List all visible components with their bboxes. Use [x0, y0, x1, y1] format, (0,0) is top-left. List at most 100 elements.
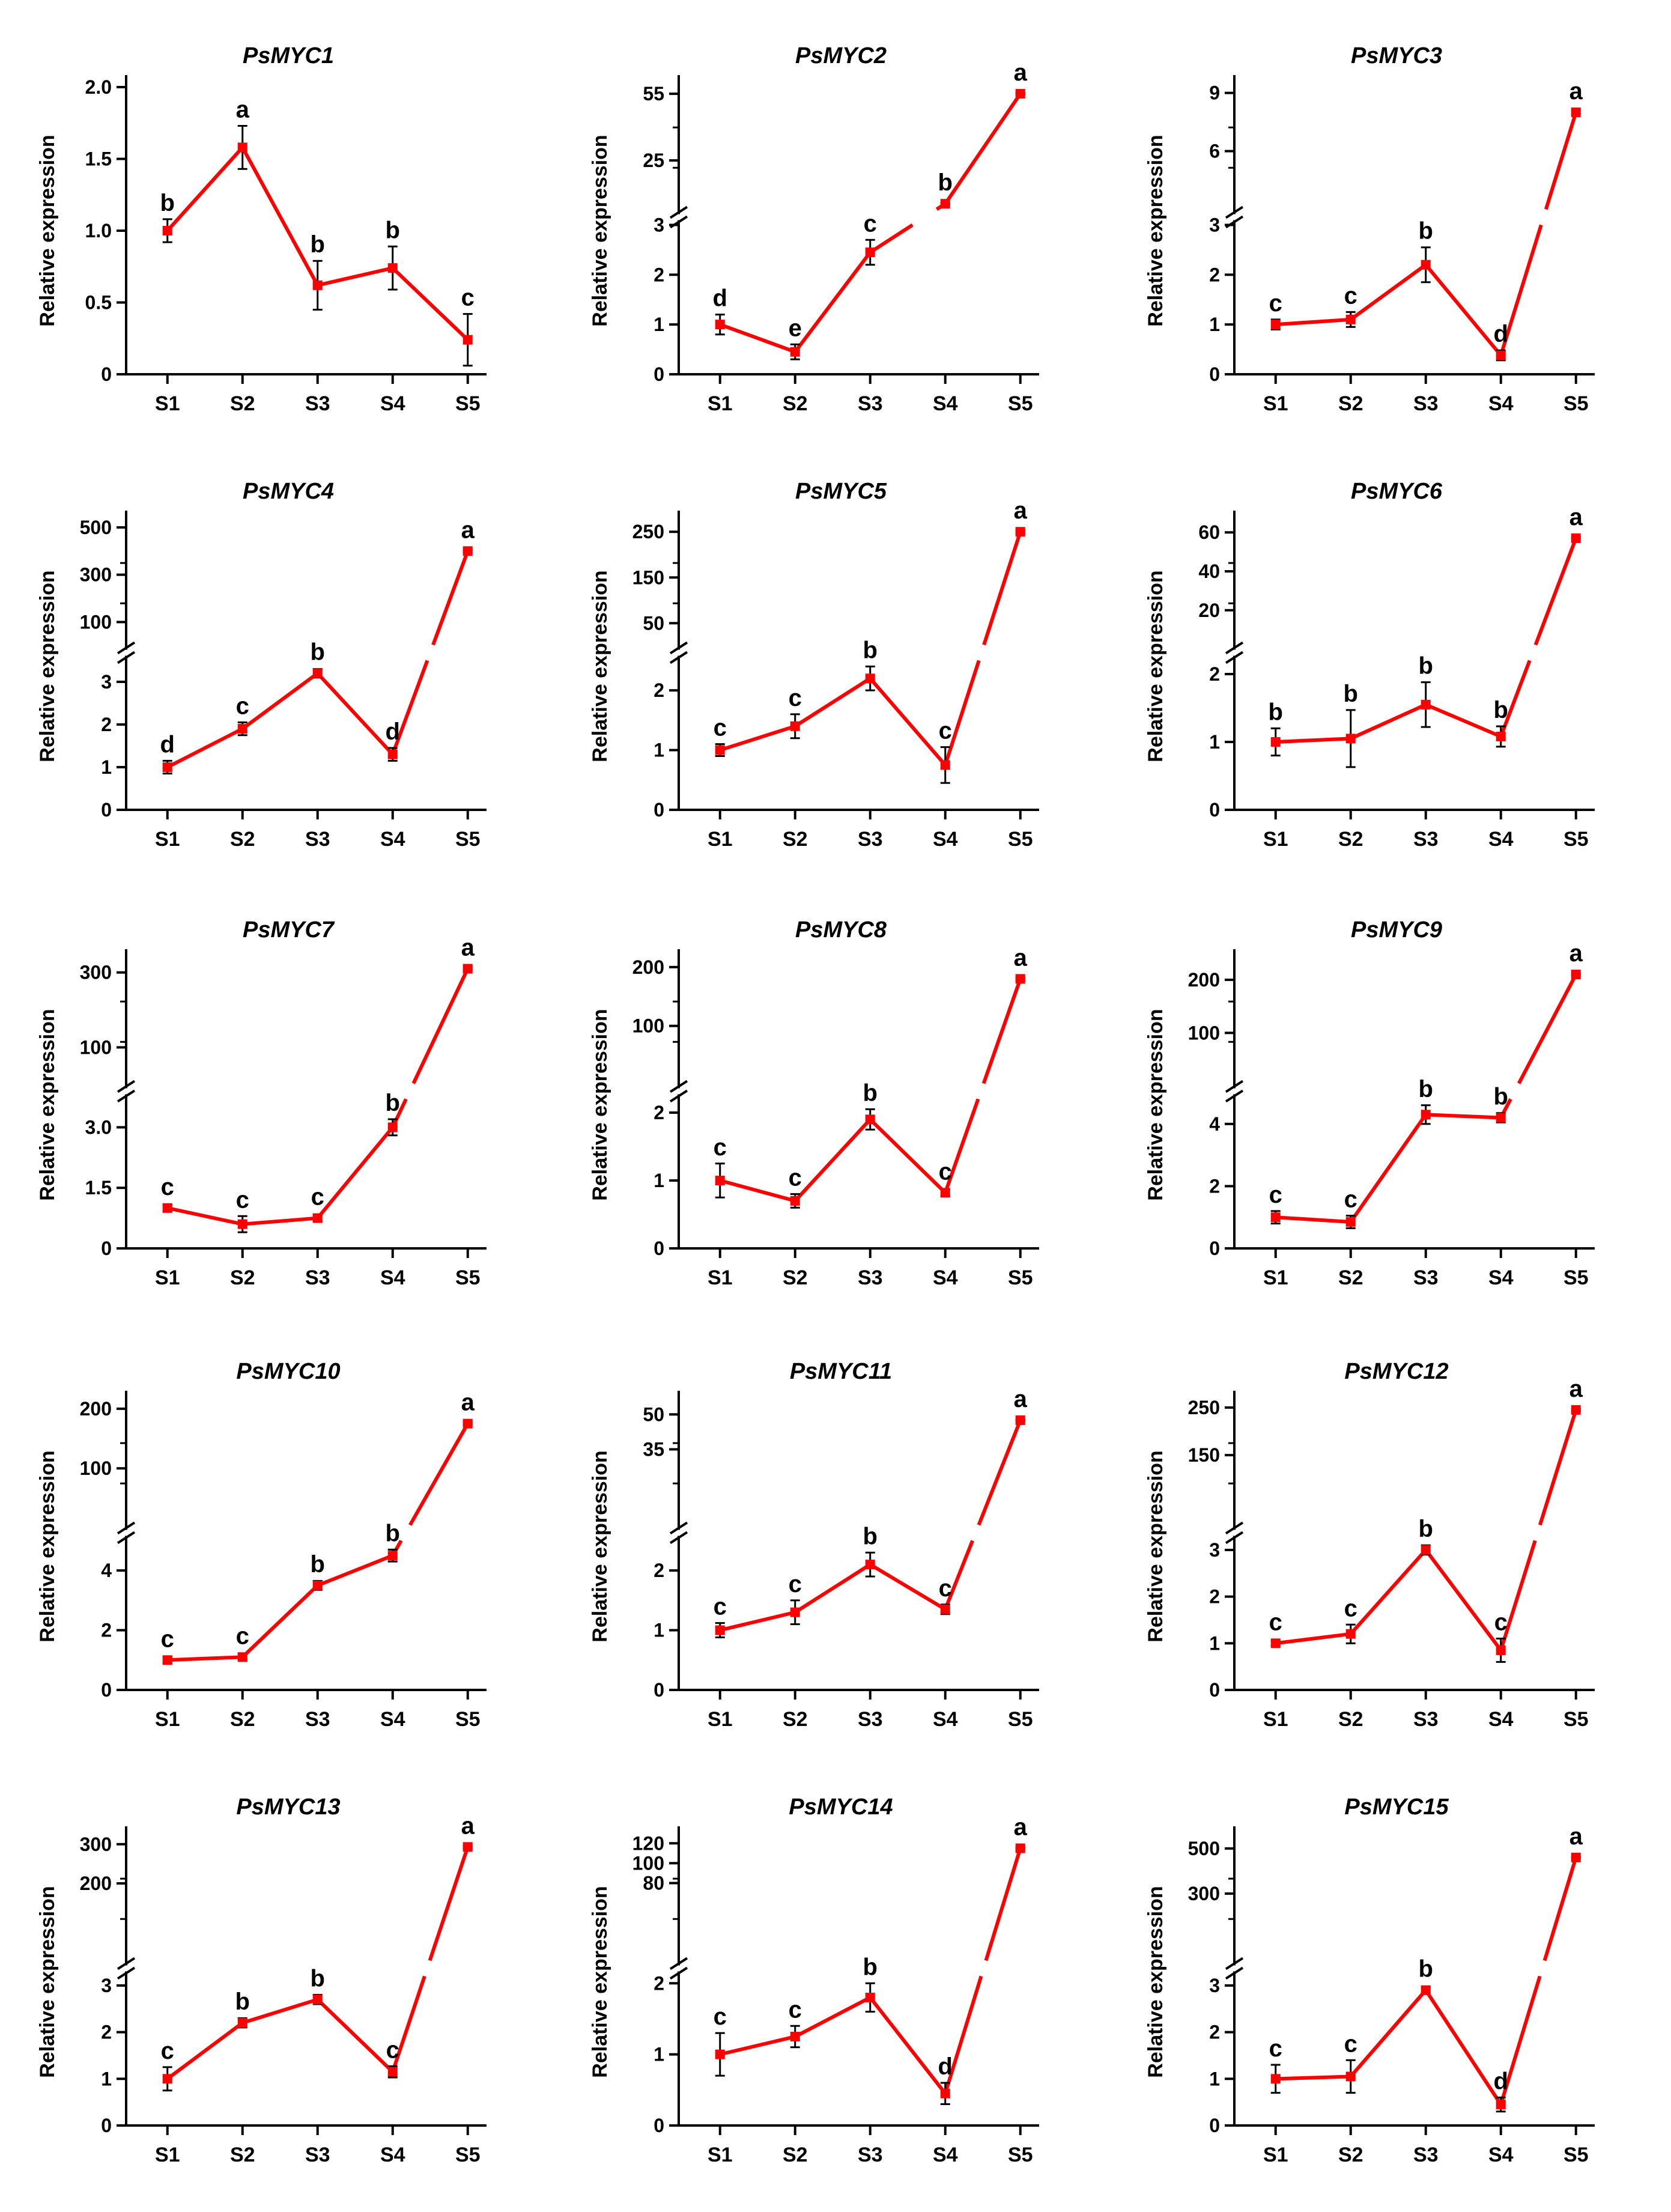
series-line-segment — [431, 550, 470, 646]
significance-letter: a — [1014, 59, 1028, 86]
series-line-segment — [428, 1846, 470, 1961]
x-tick-label: S3 — [305, 828, 330, 851]
data-point — [1421, 1110, 1431, 1120]
y-tick-label: 1 — [654, 1620, 664, 1641]
data-point — [1270, 1638, 1281, 1648]
y-axis-label: Relative expression — [36, 135, 59, 326]
axis-break-mark — [1225, 1957, 1244, 1970]
series-line-segment — [1273, 2074, 1353, 2081]
series-line-segment — [1348, 702, 1428, 741]
significance-letter: a — [1569, 1823, 1583, 1850]
data-point — [1571, 1852, 1581, 1862]
x-tick-label: S4 — [933, 1266, 958, 1289]
y-tick-label: 0 — [101, 363, 112, 385]
x-tick-label: S2 — [230, 828, 255, 851]
series-line-segment — [1424, 1988, 1503, 2107]
significance-letter: b — [938, 169, 953, 196]
axis-break-mark — [669, 205, 688, 219]
significance-letter: c — [789, 1165, 802, 1191]
y-tick-label: 2 — [1209, 1586, 1220, 1608]
x-tick-label: S3 — [305, 1708, 330, 1731]
significance-letter: c — [939, 718, 952, 744]
series-line-segment — [943, 1975, 983, 2094]
series-line-segment — [240, 1998, 320, 2025]
data-point — [715, 1176, 725, 1186]
x-tick-label: S3 — [858, 1708, 883, 1731]
data-point — [715, 1625, 725, 1635]
series-line-segment — [984, 1847, 1022, 1961]
x-tick-label: S3 — [858, 1266, 883, 1289]
significance-letter: c — [1269, 1609, 1282, 1635]
data-point — [1270, 2074, 1281, 2084]
series-line-segment — [1533, 537, 1578, 646]
series-line-segment — [793, 1117, 872, 1203]
chart-panel-3: PsMYC3 Relative expression 0 1 2 3 6 9 S1 S2 S3 S4 S… — [1144, 43, 1595, 415]
x-tick-label: S5 — [455, 2144, 481, 2166]
significance-letter: b — [863, 1080, 878, 1106]
significance-letter: c — [789, 685, 802, 711]
significance-letter: a — [1014, 944, 1028, 971]
significance-letter: c — [1344, 1187, 1357, 1213]
x-tick-label: S5 — [1563, 1266, 1589, 1289]
y-tick-label: 1 — [101, 756, 112, 778]
x-tick-label: S4 — [1488, 1708, 1514, 1731]
chart-title: PsMYC13 — [236, 1794, 340, 1820]
y-axis-label: Relative expression — [1144, 1886, 1167, 2077]
series-line-segment — [315, 671, 395, 756]
data-point — [1015, 1415, 1025, 1426]
y-axis-label: Relative expression — [36, 1009, 59, 1200]
x-tick-label: S5 — [1563, 2144, 1589, 2166]
series-line-segment — [1273, 737, 1353, 744]
chart-title: PsMYC10 — [236, 1359, 340, 1384]
y-tick-label: 35 — [643, 1439, 664, 1460]
series-line-segment — [718, 1179, 797, 1203]
y-tick-label: 1 — [654, 1170, 664, 1191]
axis-break-mark — [117, 1966, 136, 1980]
significance-letter: a — [1014, 1386, 1028, 1412]
chart-title: PsMYC8 — [795, 917, 887, 943]
x-tick-label: S5 — [1563, 392, 1589, 415]
series-line-segment — [1348, 263, 1428, 321]
y-tick-label: 3 — [1209, 1975, 1220, 1996]
series-line-segment — [315, 1554, 395, 1588]
data-point — [462, 1842, 473, 1852]
x-tick-label: S1 — [708, 2144, 733, 2166]
axis-break-mark — [117, 1521, 136, 1535]
x-tick-label: S4 — [380, 828, 405, 851]
series-line-segment — [943, 1098, 980, 1194]
series-line-segment — [1424, 1548, 1503, 1652]
series-line-segment — [1499, 224, 1543, 356]
y-tick-label: 4 — [1209, 1113, 1220, 1135]
data-point — [387, 1551, 398, 1561]
significance-letter: a — [1569, 504, 1583, 530]
x-tick-label: S3 — [305, 2144, 330, 2166]
y-axis-label: Relative expression — [1144, 1009, 1167, 1200]
series-line-segment — [868, 676, 947, 767]
series-line-segment — [943, 660, 981, 766]
x-tick-label: S1 — [155, 2144, 180, 2166]
series-line-segment — [868, 1117, 947, 1195]
x-tick-label: S5 — [1563, 828, 1589, 851]
significance-letter: c — [1344, 282, 1357, 309]
data-point — [940, 2088, 950, 2098]
chart-title: PsMYC7 — [243, 917, 335, 943]
series-line-segment — [977, 1419, 1022, 1526]
x-tick-label: S2 — [230, 1708, 255, 1731]
y-tick-label: 1 — [1209, 731, 1220, 753]
data-point — [1496, 2100, 1506, 2110]
y-tick-label: 0 — [1209, 799, 1220, 821]
series-line-segment — [1273, 1215, 1353, 1224]
series-line-segment — [390, 1975, 426, 2073]
series-line-segment — [981, 978, 1022, 1084]
series-line-segment — [240, 671, 320, 731]
significance-letter: b — [311, 1551, 325, 1578]
x-tick-label: S4 — [1488, 828, 1514, 851]
significance-letter: a — [1014, 497, 1028, 524]
series-line-segment — [408, 1423, 470, 1526]
series-line-segment — [315, 1998, 395, 2074]
data-point — [1421, 260, 1431, 270]
significance-letter: c — [386, 2037, 399, 2063]
data-point — [1496, 731, 1506, 741]
series-line-segment — [1517, 973, 1578, 1084]
series-line-segment — [1424, 263, 1503, 357]
